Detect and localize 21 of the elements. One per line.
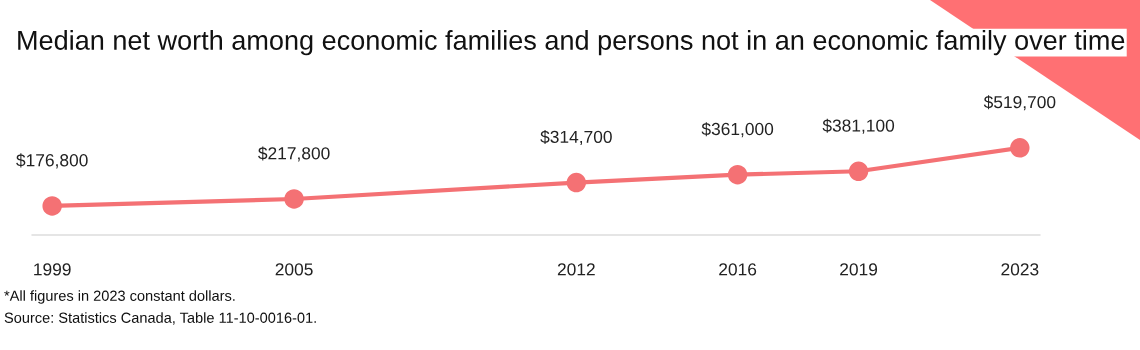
point [42,196,62,216]
point [848,161,869,182]
point [727,164,748,185]
chart-title: Median net worth among economic families and persons not in an economic family over time [18,30,1125,56]
x-tick-label: 2019 [840,263,878,276]
data-label: $217,800 [258,146,330,162]
data-label: $381,100 [822,118,895,134]
x-tick-label: 1999 [34,263,71,276]
data-label: $361,000 [701,122,774,138]
x-tick-label: 2016 [719,263,757,276]
x-tick-label: 2012 [557,263,595,276]
x-tick-label: 2005 [275,263,313,276]
data-label: $176,800 [16,153,88,169]
data-label: $314,700 [540,129,612,146]
x-tick-label: 2023 [1001,263,1039,276]
point [284,189,304,209]
data-label: $519,700 [983,95,1056,111]
point [1010,138,1030,158]
point [566,172,587,193]
text: *All figures in 2023 constant dollars. [4,290,235,304]
source-note: Source: Statistics Canada, Table 11-10-0016-01. [4,312,316,325]
